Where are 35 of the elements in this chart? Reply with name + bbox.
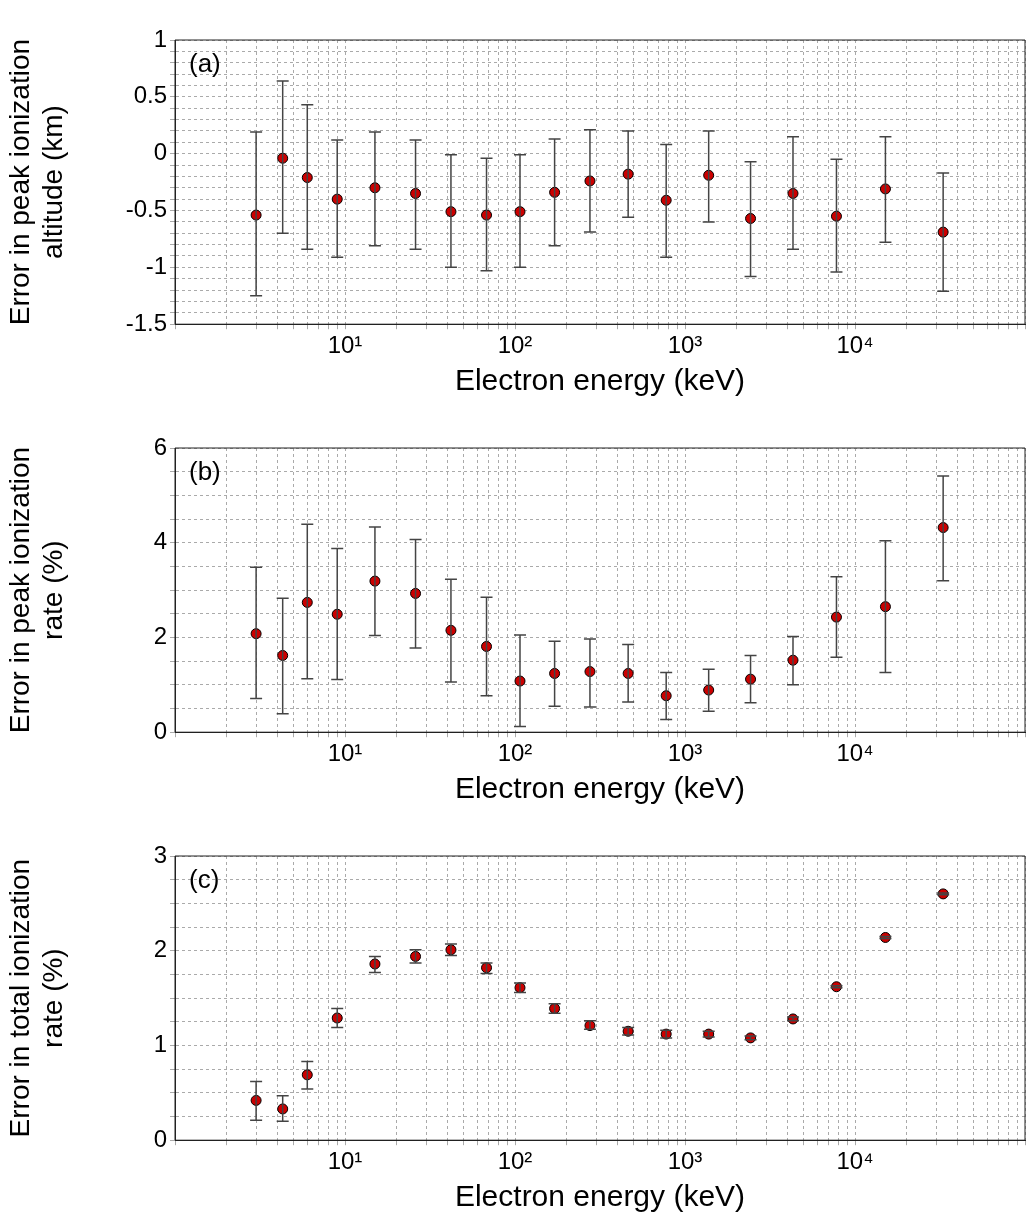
x-tick-label: 10² (497, 739, 533, 767)
x-tick-label: 10¹ (327, 739, 363, 767)
y-tick-label: 0.5 (133, 81, 167, 109)
annotation: (a) (189, 48, 221, 79)
y-axis-title: Error in peak ionization rate (%) (3, 446, 69, 734)
x-tick-label: 10² (497, 331, 533, 359)
x-tick-label: 10¹ (327, 1147, 363, 1175)
x-axis-title: Electron energy (keV) (454, 363, 746, 397)
x-tick-label: 10³ (667, 1147, 703, 1175)
x-tick-label: 10³ (667, 331, 703, 359)
y-axis-title: Error in total ionization rate (%) (3, 858, 69, 1138)
y-tick-label: 0 (153, 1124, 167, 1152)
y-tick-label: 0 (153, 138, 167, 166)
x-tick-label: 10² (497, 1147, 533, 1175)
y-tick-label: 4 (153, 527, 167, 555)
x-tick-label: 10³ (667, 739, 703, 767)
y-tick-label: 2 (153, 622, 167, 650)
x-axis-title: Electron energy (keV) (454, 1179, 746, 1213)
x-tick-label: 10⁴ (836, 1147, 874, 1175)
x-tick-label: 10⁴ (836, 739, 874, 767)
y-tick-label: 2 (153, 935, 167, 963)
y-tick-label: 6 (153, 432, 167, 460)
y-tick-label: 1 (153, 1030, 167, 1058)
y-tick-label: 0 (153, 716, 167, 744)
x-tick-label: 10⁴ (836, 331, 874, 359)
x-axis-title: Electron energy (keV) (454, 771, 746, 805)
y-tick-label: -1.5 (125, 308, 167, 336)
x-tick-label: 10¹ (327, 331, 363, 359)
y-tick-label: 3 (153, 840, 167, 868)
y-tick-label: -0.5 (125, 195, 167, 223)
annotation: (c) (189, 864, 220, 895)
y-tick-label: 1 (153, 24, 167, 52)
annotation: (b) (189, 456, 221, 487)
y-axis-title: Error in peak ionization altitude (km) (3, 38, 69, 326)
y-tick-label: -1 (145, 251, 167, 279)
